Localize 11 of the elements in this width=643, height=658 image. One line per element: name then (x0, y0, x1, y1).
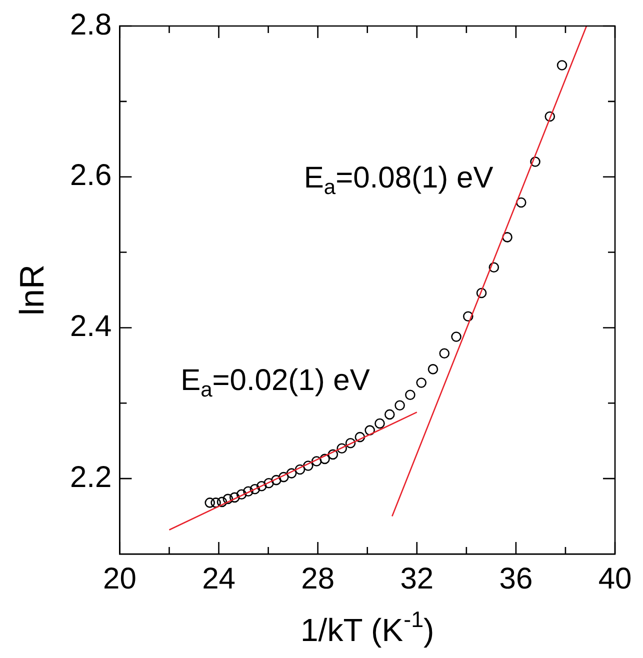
y-axis-title: lnR (13, 264, 52, 316)
x-tick-label: 40 (598, 562, 632, 596)
x-tick-label: 28 (301, 562, 335, 596)
x-tick-label: 20 (103, 562, 136, 596)
y-tick-label: 2.6 (70, 159, 112, 192)
x-tick-label: 24 (202, 562, 236, 596)
y-tick-label: 2.4 (70, 310, 112, 343)
x-tick-label: 32 (400, 562, 434, 596)
y-tick-label: 2.8 (70, 8, 112, 42)
y-tick-label: 2.2 (70, 460, 112, 494)
x-tick-label: 36 (499, 562, 533, 596)
